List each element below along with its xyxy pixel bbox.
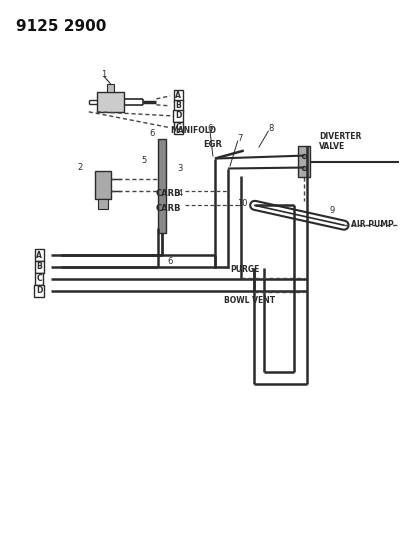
- Text: 6: 6: [207, 124, 212, 133]
- Text: BOWL VENT: BOWL VENT: [224, 296, 275, 305]
- Text: 6: 6: [149, 129, 155, 138]
- Polygon shape: [298, 146, 310, 177]
- Text: D: D: [36, 286, 42, 295]
- Text: 7: 7: [238, 134, 243, 143]
- Text: 9: 9: [329, 206, 335, 215]
- Text: 2: 2: [78, 163, 83, 172]
- Text: DIVERTER
VALVE: DIVERTER VALVE: [319, 132, 362, 151]
- Text: 5: 5: [142, 156, 147, 165]
- Text: C: C: [175, 123, 181, 132]
- Text: EGR: EGR: [203, 140, 222, 149]
- Text: PURGE: PURGE: [230, 265, 259, 274]
- Text: 4: 4: [177, 189, 182, 198]
- Text: 10: 10: [237, 199, 247, 208]
- Polygon shape: [97, 92, 124, 112]
- Text: B: B: [175, 101, 181, 110]
- Text: C: C: [36, 274, 42, 284]
- Text: D: D: [175, 111, 181, 120]
- Text: CARB: CARB: [155, 204, 181, 213]
- Text: 6: 6: [167, 256, 173, 265]
- Text: CARB: CARB: [155, 189, 181, 198]
- Text: B: B: [36, 262, 42, 271]
- Text: A: A: [36, 251, 42, 260]
- Polygon shape: [158, 139, 166, 233]
- Polygon shape: [107, 84, 113, 92]
- Text: A: A: [175, 91, 181, 100]
- Text: 8: 8: [268, 124, 274, 133]
- Text: 1: 1: [101, 69, 106, 78]
- Text: MANIFOLD: MANIFOLD: [170, 126, 216, 135]
- Text: 3: 3: [177, 164, 182, 173]
- Polygon shape: [98, 199, 108, 209]
- Polygon shape: [95, 172, 111, 199]
- Text: AIR PUMP: AIR PUMP: [351, 220, 394, 229]
- Text: 9125 2900: 9125 2900: [16, 19, 107, 34]
